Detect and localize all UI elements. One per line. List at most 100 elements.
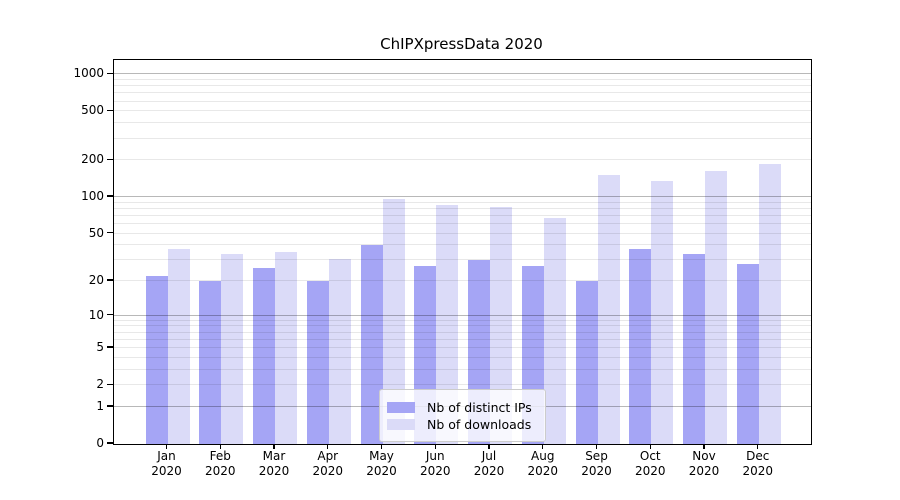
bar-downloads-nov [705,170,727,444]
gridline [114,79,811,81]
x-axis-tick-label: Aug 2020 [513,449,573,479]
legend-label-distinct-ips: Nb of distinct IPs [427,399,532,415]
x-axis-tick-mark [165,444,168,450]
gridline [114,384,811,386]
legend-swatch-distinct-ips [387,401,415,413]
x-axis-tick-label-month: Feb [209,449,231,463]
x-axis-tick-label: May 2020 [352,449,412,479]
gridline [114,201,811,203]
x-axis-tick-mark [757,444,759,450]
y-axis-tick-label: 200 [81,152,104,167]
y-axis-tick-label: 5 [96,340,104,355]
bar-downloads-oct [651,181,674,444]
x-axis-tick-label-month: Dec [746,449,770,463]
bar-downloads-jan [167,249,190,444]
bar-downloads-may [382,198,405,444]
x-axis-tick-mark [434,444,436,450]
x-axis-tick-label-month: Mar [262,449,286,463]
x-axis-tick-mark [273,444,275,450]
gridline [114,314,811,316]
x-axis-tick-label-year: 2020 [204,464,236,478]
y-axis-tick-label: 0 [96,436,104,450]
bar-distinct-ips-sep [575,281,598,444]
gridline [114,92,811,94]
gridline [114,214,811,216]
y-axis-tick-mark [107,195,113,197]
x-axis-tick-mark [327,444,329,450]
x-axis-tick-label-year: 2020 [473,464,505,478]
y-axis-tick-mark [107,279,113,281]
x-axis-tick-label-year: 2020 [419,464,451,478]
gridline [114,259,811,261]
gridline [114,356,811,358]
y-axis-tick-mark [107,109,113,112]
x-axis-tick-mark [488,444,490,450]
gridline [114,319,811,321]
bar-distinct-ips-jan [145,276,168,444]
x-axis-tick-label-month: Sep [585,449,608,463]
bar-downloads-jul [490,207,512,444]
bar-downloads-mar [275,252,297,444]
bar-distinct-ips-feb [199,281,222,444]
y-axis-tick-label: 500 [81,103,104,118]
gridline [114,223,811,225]
legend: Nb of distinct IPs Nb of downloads [379,389,546,442]
x-axis-tick-label: Jul 2020 [459,449,519,479]
x-axis-tick-label: Dec 2020 [728,449,788,479]
gridline [114,347,811,349]
x-axis-tick-label: Mar 2020 [244,449,304,479]
gridline [114,196,811,198]
bar-distinct-ips-nov [683,253,705,444]
gridline [114,137,811,139]
y-axis-tick-mark [107,231,113,234]
y-axis-tick-label: 10 [88,307,104,322]
bar-downloads-dec [758,164,781,444]
y-axis-tick-label: 50 [88,225,104,240]
x-axis-tick-label-year: 2020 [151,464,182,478]
gridline [114,159,811,161]
y-axis-tick-mark [107,314,113,316]
bar-downloads-sep [597,174,620,444]
x-axis-tick-label-month: Oct [639,449,661,463]
gridline [114,207,811,209]
x-axis-tick-label-month: Jun [425,449,445,463]
bar-downloads-feb [221,253,244,444]
x-axis-tick-label-month: Nov [692,449,716,463]
x-axis-tick-label: Feb 2020 [190,449,250,479]
gridline [114,338,811,340]
x-axis-tick-mark [649,444,651,450]
y-axis-tick-mark [107,346,113,348]
legend-item-downloads: Nb of downloads [387,416,532,432]
y-axis-tick-mark [107,405,113,407]
x-axis-tick-label-year: 2020 [258,464,290,478]
bar-distinct-ips-may [360,245,383,444]
x-axis-tick-label-month: Jan [157,449,176,463]
x-axis-tick-mark [542,444,544,450]
chart-title: ChIPXpressData 2020 [380,35,543,53]
x-axis-tick-label: Jan 2020 [137,449,197,479]
y-axis-tick-mark [107,442,113,444]
y-axis-tick-label: 1000 [73,66,104,81]
gridline [114,73,811,75]
x-axis-tick-label-year: 2020 [742,464,774,478]
gridline [114,100,811,102]
y-axis-tick-label: 1 [96,398,104,413]
gridline [114,368,811,370]
y-axis-tick-mark [107,158,113,160]
plot-area [113,59,812,445]
legend-label-downloads: Nb of downloads [427,416,532,432]
x-axis-tick-mark [703,444,705,450]
bar-downloads-aug [543,217,566,444]
gridline [114,331,811,333]
gridline [114,232,811,234]
bar-downloads-jun [436,205,459,444]
x-axis-tick-label-month: Jul [481,449,497,463]
x-axis-tick-label-year: 2020 [527,464,559,478]
gridline [114,85,811,87]
bar-distinct-ips-apr [306,281,329,444]
gridline [114,110,811,112]
bar-downloads-apr [328,258,351,444]
y-axis-tick-label: 2 [96,377,104,392]
x-axis-tick-mark [219,444,221,450]
